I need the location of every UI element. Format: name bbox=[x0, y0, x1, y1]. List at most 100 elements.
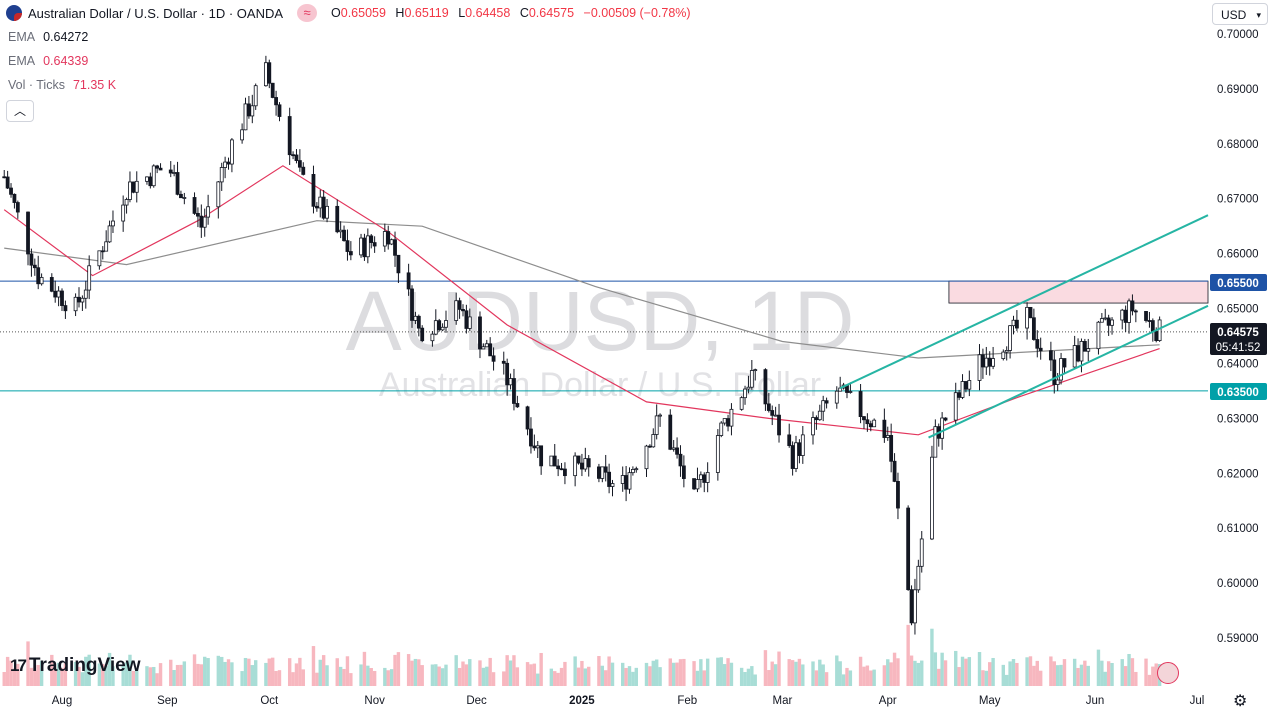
candle-body bbox=[634, 468, 639, 471]
volume-bar bbox=[478, 660, 482, 686]
volume-bar bbox=[1110, 662, 1114, 686]
volume-bar bbox=[199, 664, 204, 686]
time-tick-label: Sep bbox=[157, 695, 177, 707]
volume-bar bbox=[321, 655, 326, 686]
volume-bar bbox=[406, 654, 411, 686]
indicator-volume[interactable]: Vol · Ticks 71.35 K bbox=[8, 78, 116, 92]
volume-bar bbox=[1001, 664, 1006, 686]
candle-body bbox=[644, 445, 649, 470]
settings-gear-icon[interactable]: ⚙ bbox=[1233, 693, 1248, 710]
candle-body bbox=[372, 242, 377, 247]
volume-bar bbox=[977, 652, 982, 686]
candle-body bbox=[753, 369, 758, 372]
candle-body bbox=[291, 154, 295, 157]
volume-bar bbox=[621, 662, 625, 686]
tradingview-logo[interactable]: 17 TradingView bbox=[10, 655, 141, 677]
candle-body bbox=[73, 296, 78, 312]
symbol-title[interactable]: Australian Dollar / U.S. Dollar · 1D · O… bbox=[28, 5, 284, 21]
volume-bar bbox=[610, 662, 615, 686]
volume-bar bbox=[984, 670, 989, 686]
volume-bar bbox=[858, 656, 863, 686]
volume-bar bbox=[287, 658, 292, 686]
candle-body bbox=[26, 211, 30, 255]
volume-bar bbox=[491, 672, 496, 686]
candle-body bbox=[12, 193, 17, 203]
volume-bar bbox=[587, 666, 591, 686]
volume-bar bbox=[848, 670, 853, 686]
time-tick-label: Jul bbox=[1190, 695, 1205, 707]
currency-label: USD bbox=[1221, 8, 1247, 22]
candle-body bbox=[393, 239, 397, 256]
volume-bar bbox=[607, 656, 611, 686]
ohlc-values: O0.65059 H0.65119 L0.64458 C0.64575 −0.0… bbox=[331, 6, 691, 20]
volume-bar bbox=[253, 660, 258, 686]
volume-bar bbox=[529, 664, 533, 686]
volume-bar bbox=[559, 667, 564, 686]
volume-bar bbox=[573, 656, 577, 686]
volume-bar bbox=[158, 663, 163, 686]
indicator-ema-2[interactable]: EMA 0.64339 bbox=[8, 54, 88, 68]
candle-body bbox=[512, 378, 516, 404]
time-axis[interactable]: Aug Sep Oct Nov Dec 2025 Feb Mar Apr May Jun Jul bbox=[52, 695, 1205, 707]
volume-bar bbox=[549, 668, 554, 686]
equals-icon[interactable]: ≈ bbox=[297, 4, 318, 22]
candle-body bbox=[274, 97, 278, 106]
volume-bar bbox=[135, 668, 139, 686]
candle-body bbox=[675, 447, 679, 455]
volume-bar bbox=[882, 665, 887, 686]
volume-bar bbox=[434, 664, 438, 686]
volume-bar bbox=[580, 660, 584, 686]
volume-bar bbox=[644, 662, 649, 686]
price-tick-label: 0.65000 bbox=[1217, 304, 1259, 316]
volume-bar bbox=[349, 673, 353, 686]
candle-body bbox=[202, 216, 207, 228]
candle-body bbox=[111, 220, 115, 227]
candle-body bbox=[223, 161, 228, 168]
candle-body bbox=[440, 326, 445, 331]
volume-bar bbox=[9, 660, 13, 686]
candle-body bbox=[478, 316, 482, 350]
candle-body bbox=[984, 357, 989, 368]
volume-bar bbox=[226, 659, 231, 686]
volume-bar bbox=[896, 658, 900, 686]
candle-body bbox=[1035, 339, 1040, 349]
collapse-indicators-button[interactable]: ︿ bbox=[6, 100, 34, 122]
candle-body bbox=[270, 82, 275, 98]
volume-bar bbox=[835, 655, 839, 686]
volume-bar bbox=[801, 664, 805, 686]
volume-bar bbox=[767, 670, 771, 686]
candle-body bbox=[505, 362, 510, 386]
candle-body bbox=[314, 205, 319, 209]
candle-body bbox=[695, 479, 700, 490]
candle-body bbox=[610, 483, 615, 487]
volume-bar bbox=[101, 664, 105, 686]
volume-bar bbox=[481, 667, 486, 686]
indicator-ema-1[interactable]: EMA 0.64272 bbox=[8, 30, 88, 44]
candle-body bbox=[678, 453, 683, 467]
candle-body bbox=[743, 388, 747, 399]
volume-bar bbox=[315, 672, 319, 686]
candle-body bbox=[1147, 320, 1152, 322]
volume-bar bbox=[396, 652, 401, 686]
currency-select[interactable]: USD ▾ bbox=[1212, 3, 1268, 25]
volume-bar bbox=[682, 658, 686, 686]
volume-bar bbox=[457, 667, 462, 686]
volume-bar bbox=[247, 658, 251, 686]
last-price-badge: 0.64575 bbox=[1217, 327, 1259, 339]
volume-bar bbox=[1123, 666, 1128, 686]
candle-body bbox=[698, 474, 703, 480]
price-axis[interactable]: 0.70000 0.69000 0.68000 0.67000 0.66000 0.650… bbox=[1217, 29, 1259, 645]
candle-body bbox=[770, 410, 775, 416]
chevron-down-icon: ▾ bbox=[1256, 10, 1261, 20]
symbol-header[interactable]: Australian Dollar / U.S. Dollar · 1D · O… bbox=[6, 4, 697, 22]
candle-body bbox=[277, 104, 282, 117]
volume-bar bbox=[53, 669, 57, 686]
candle-body bbox=[885, 435, 890, 438]
volume-bar bbox=[930, 628, 934, 686]
candle-body bbox=[702, 474, 707, 483]
candle-body bbox=[576, 455, 581, 464]
resistance-badge: 0.65500 bbox=[1217, 278, 1259, 290]
candle-body bbox=[32, 264, 37, 269]
volume-bar bbox=[1032, 665, 1036, 686]
